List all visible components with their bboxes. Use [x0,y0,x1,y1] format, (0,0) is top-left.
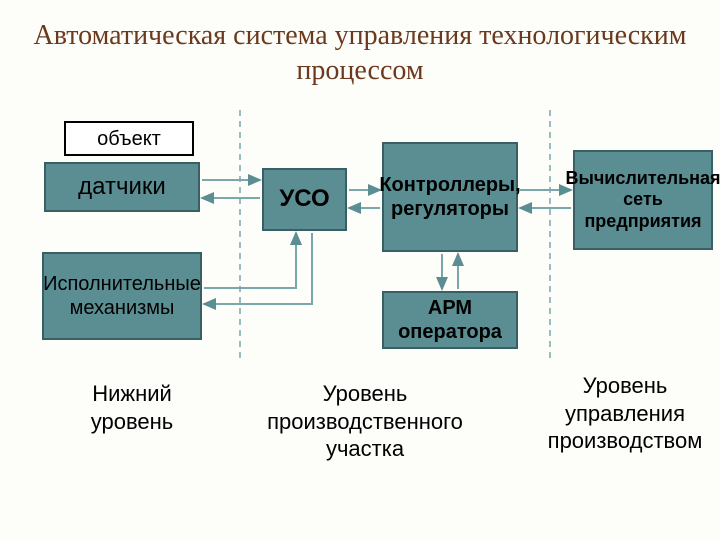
node-sensors-label: датчики [78,173,166,202]
node-actuators-label: Исполнительные механизмы [43,272,201,320]
node-uso-label: УСО [279,185,329,214]
label-mgmt-level: Уровень управления производством [530,372,720,455]
arrow-uso-actuators [204,233,312,304]
node-sensors: датчики [44,162,200,212]
node-arm: АРМ оператора [382,291,518,349]
node-actuators: Исполнительные механизмы [42,252,202,340]
node-object: объект [64,121,194,156]
node-network: Вычислительная сеть предприятия [573,150,713,250]
label-lower-level: Нижний уровень [62,380,202,435]
node-object-label: объект [97,127,161,151]
node-controllers-label: Контроллеры, регуляторы [379,173,520,221]
node-controllers: Контроллеры, регуляторы [382,142,518,252]
node-network-label: Вычислительная сеть предприятия [565,168,720,233]
arrow-actuators-uso [204,233,296,288]
node-arm-label: АРМ оператора [390,296,510,344]
page-title: Автоматическая система управления технол… [0,18,720,88]
node-uso: УСО [262,168,347,231]
label-site-level: Уровень производственного участка [225,380,505,463]
